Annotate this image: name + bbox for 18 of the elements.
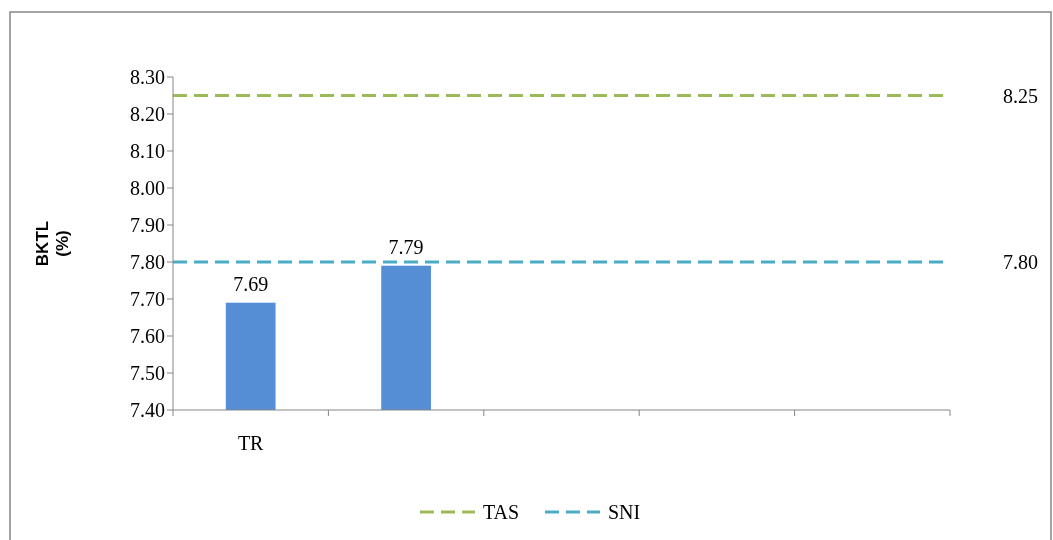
data-label: 7.79 [388, 235, 424, 258]
legend-label: SNI [608, 501, 641, 523]
y-axis-title: BKTL (%) [33, 220, 72, 267]
legend-label: TAS [483, 501, 520, 523]
text: 7.80 [1003, 251, 1038, 273]
y-tick-label: 8.30 [130, 66, 165, 88]
y-tick-label: 7.90 [130, 214, 165, 236]
y-tick-label: 7.70 [130, 288, 165, 310]
y-tick-label: 8.20 [130, 103, 165, 125]
y-tick-label: 8.00 [130, 177, 165, 199]
y-tick-label: 8.10 [130, 140, 165, 162]
y-tick-label: 7.40 [130, 399, 165, 421]
y-tick-label: 7.50 [130, 362, 165, 384]
text: 8.25 [1003, 84, 1038, 107]
x-tick-label: TR [237, 432, 265, 454]
y-tick-label: 7.60 [130, 325, 165, 347]
data-label: 7.69 [233, 272, 269, 295]
y-tick-label: 7.80 [130, 251, 165, 273]
